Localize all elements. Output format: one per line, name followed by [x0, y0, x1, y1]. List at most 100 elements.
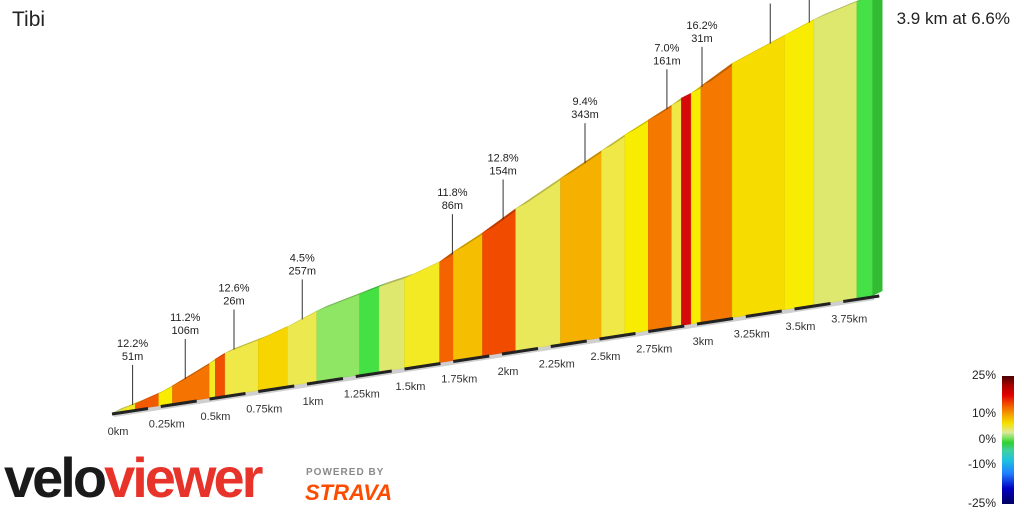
distance-tick	[648, 324, 685, 333]
distance-tick-label: 1km	[303, 396, 324, 408]
profile-segment	[439, 251, 454, 363]
profile-segment	[690, 85, 702, 325]
annotation-gradient: 12.2%	[117, 338, 148, 350]
distance-tick	[404, 362, 441, 371]
strava-logo: STRAVA	[305, 480, 393, 505]
distance-tick	[501, 347, 539, 356]
distance-tick-label: 3.5km	[786, 321, 816, 333]
profile-segment-top	[121, 398, 146, 410]
annotation-gradient: 11.8%	[437, 187, 468, 199]
annotation-length: 154m	[489, 165, 517, 177]
profile-segment	[287, 310, 317, 387]
annotation-gradient: 16.2%	[686, 20, 717, 32]
profile-segment	[671, 97, 682, 328]
annotation-gradient: 7.0%	[654, 42, 679, 54]
profile-segment-top	[316, 289, 370, 311]
distance-tick	[696, 317, 734, 326]
profile-segment-top	[482, 203, 526, 233]
annotation-length: 161m	[653, 55, 681, 67]
segment-title: Tibi	[12, 8, 46, 31]
annotation-length: 31m	[691, 33, 712, 45]
distance-tick-label: 2.25km	[539, 359, 575, 371]
annotation-gradient: 11.2%	[170, 312, 201, 324]
profile-segment	[648, 104, 672, 331]
profile-segment-top	[359, 281, 390, 295]
distance-tick	[550, 339, 587, 348]
profile-segment	[624, 119, 649, 335]
annotation-length: 86m	[442, 200, 463, 212]
profile-segment-top	[515, 173, 571, 209]
profile-segment	[453, 232, 483, 361]
profile-segment-top	[379, 273, 415, 287]
profile-segment-top	[856, 0, 862, 2]
annotation-gradient: 9.4%	[572, 96, 597, 108]
distance-tick-label: 2.5km	[591, 351, 621, 363]
distance-tick	[843, 294, 880, 303]
distance-tick-label: 3.25km	[734, 329, 770, 341]
profile-segment-top	[732, 30, 795, 64]
profile-segment	[316, 293, 360, 382]
profile-segment	[560, 150, 602, 345]
legend-label-neg10: -10%	[967, 457, 996, 471]
distance-tick	[599, 332, 636, 341]
distance-tick-label: 1.25km	[344, 389, 380, 401]
profile-segment	[482, 208, 516, 357]
distance-tick-label: 0.5km	[201, 411, 231, 423]
profile-segment-top	[225, 335, 269, 354]
profile-segment	[601, 134, 626, 338]
legend-label-max: 25%	[971, 368, 996, 382]
distance-tick-label: 1.75km	[441, 374, 477, 386]
logo-velo-text: velo	[4, 446, 107, 509]
distance-tick-label: 1.5km	[396, 381, 426, 393]
distance-tick-label: 2.75km	[636, 344, 672, 356]
profile-segment	[258, 326, 288, 391]
profile-segment	[404, 261, 440, 369]
profile-segment	[731, 34, 785, 318]
profile-segment-top	[404, 256, 450, 279]
profile-segment-top	[814, 0, 861, 20]
annotation-length: 106m	[171, 325, 199, 337]
gradient-colour-scale	[1002, 376, 1014, 504]
profile-segment-top	[700, 58, 743, 87]
distance-tick	[745, 309, 782, 318]
logo-viewer-text: viewer	[104, 446, 263, 509]
distance-tick-label: 0km	[108, 426, 129, 438]
profile-segment	[172, 362, 210, 404]
distance-tick	[160, 399, 197, 408]
annotation-length: 26m	[223, 296, 244, 308]
profile-segment	[158, 385, 173, 407]
profile-segment-top	[258, 321, 298, 341]
profile-segment	[856, 0, 873, 299]
distance-tick-label: 0.25km	[149, 419, 185, 431]
profile-segment-top	[112, 404, 132, 413]
profile-segment	[681, 92, 692, 326]
veloviewer-logo: veloviewer	[4, 446, 263, 509]
segment-summary: 3.9 km at 6.6%	[896, 9, 1010, 28]
profile-segment	[215, 352, 226, 398]
profile-segment	[700, 62, 733, 323]
distance-tick	[355, 369, 392, 378]
profile-segment-top	[560, 145, 612, 179]
legend-label-0: 0%	[978, 432, 996, 446]
profile-segment	[378, 278, 405, 373]
distance-tick	[258, 384, 295, 393]
distance-tick	[794, 302, 831, 311]
annotation-length: 343m	[571, 109, 599, 121]
annotation-length: 257m	[288, 265, 316, 277]
distance-tick-label: 0.75km	[246, 404, 282, 416]
distance-tick-label: 2km	[498, 366, 519, 378]
profile-segment	[784, 18, 815, 310]
profile-end-cap	[872, 0, 883, 296]
profile-segment-top	[172, 358, 220, 386]
annotation-gradient: 12.8%	[487, 152, 518, 164]
profile-segment	[209, 358, 216, 399]
distance-tick	[209, 392, 246, 401]
annotation-length: 278m	[756, 0, 784, 2]
annotation-gradient: 12.6%	[218, 283, 249, 295]
annotation-gradient: 4.5%	[290, 252, 315, 264]
profile-segment	[359, 286, 380, 376]
powered-by-label: POWERED BY	[306, 467, 385, 478]
distance-tick-label: 3km	[693, 336, 714, 348]
profile-segment	[224, 339, 259, 396]
